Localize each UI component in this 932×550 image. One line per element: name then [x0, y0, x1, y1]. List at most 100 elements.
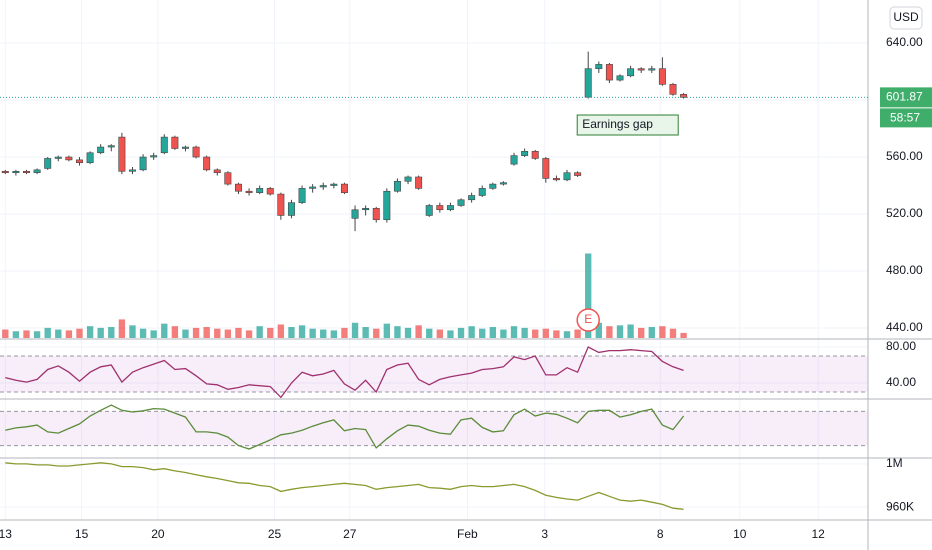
volume-bar [171, 326, 179, 338]
volume-bar [86, 326, 94, 338]
candle-body [224, 172, 232, 185]
candle-body [33, 169, 41, 174]
candle-body [245, 190, 253, 193]
candle-body [340, 183, 348, 193]
candle-body [181, 146, 189, 149]
volume-bar [447, 330, 454, 338]
volume-bar [489, 327, 496, 338]
volume-bar [341, 327, 348, 338]
candle-body [383, 190, 391, 221]
candle-body [351, 209, 359, 219]
volume-bar [23, 330, 30, 338]
x-tick-label: Feb [457, 527, 478, 541]
x-tick-label: 20 [151, 527, 165, 541]
volume-bar [256, 326, 263, 338]
countdown-box [880, 108, 932, 128]
currency-label[interactable]: USD [893, 10, 919, 24]
candle-body [54, 156, 62, 159]
x-tick-label: 15 [75, 527, 89, 541]
volume-bar [585, 253, 592, 338]
candle-body [616, 75, 624, 81]
candle-body [118, 136, 126, 172]
volume-bar [267, 327, 274, 338]
candle-body [521, 151, 529, 156]
currency-button[interactable] [889, 6, 923, 30]
volume-bar [224, 329, 232, 338]
earnings-marker-label[interactable]: E [584, 312, 592, 326]
candle-body [76, 159, 83, 164]
volume-bar [150, 330, 157, 338]
volume-bar [521, 327, 528, 338]
candle-body [446, 205, 454, 211]
candle-body [107, 145, 115, 148]
candle-body [171, 136, 179, 149]
volume-bar [404, 327, 412, 338]
volume-bar [574, 329, 581, 338]
indicator-line [5, 462, 684, 510]
volume-bar [44, 327, 51, 338]
volume-bar [669, 328, 677, 338]
volume-bar [659, 326, 666, 338]
candle-body [362, 208, 370, 211]
candle-body [97, 146, 105, 154]
volume-bar [457, 327, 465, 338]
volume-bar [479, 328, 486, 338]
volume-bar [288, 327, 295, 338]
volume-bar [55, 329, 62, 338]
candle-body [12, 170, 20, 174]
candle-body [627, 68, 635, 77]
candle-body [510, 155, 518, 165]
candle-body [669, 84, 677, 95]
candle-body [563, 172, 571, 181]
candle-body [256, 188, 264, 193]
candle-body [192, 146, 200, 158]
volume-bar [33, 331, 41, 338]
candle-body [277, 193, 285, 216]
volume-bar [309, 328, 316, 338]
candle-body [658, 68, 666, 85]
countdown-label: 58:57 [890, 111, 920, 125]
volume-bar [436, 329, 444, 338]
annotation-box [576, 114, 679, 136]
volume-bar [161, 323, 168, 338]
volume-bar [510, 326, 518, 338]
candle-body [203, 156, 211, 171]
volume-bar [277, 324, 285, 338]
candle-body [266, 188, 274, 195]
candle-body [574, 172, 582, 176]
y-tick-label: 1M [886, 456, 903, 470]
candle-body [542, 158, 550, 179]
band-fill [0, 356, 868, 392]
candle-body [372, 208, 380, 221]
candle-body [648, 68, 656, 71]
candle-body [128, 169, 136, 172]
volume-bar [627, 324, 634, 338]
candle-body [330, 183, 338, 186]
volume-bar [298, 325, 306, 338]
candle-body [552, 178, 560, 181]
candle-body [150, 155, 158, 158]
y-tick-label: 40.00 [886, 375, 916, 389]
candle-body [489, 183, 497, 189]
candle-body [213, 169, 221, 174]
candle-body [65, 156, 73, 161]
candle-body [478, 188, 486, 196]
volume-bar [373, 328, 380, 338]
y-tick-label: 640.00 [886, 35, 923, 49]
volume-bar [330, 330, 338, 338]
volume-bar [606, 326, 613, 338]
volume-bar [2, 329, 9, 338]
candle-body [86, 152, 94, 164]
volume-bar [500, 329, 507, 338]
earnings-marker[interactable] [576, 308, 600, 332]
volume-bar [532, 329, 539, 338]
candle-body [160, 136, 168, 154]
volume-bar [108, 327, 115, 338]
volume-bar [616, 325, 624, 338]
candle-body [425, 205, 433, 216]
volume-bar [97, 327, 104, 338]
candle-body [319, 185, 327, 188]
volume-bar [351, 322, 359, 338]
volume-bar [595, 322, 602, 338]
